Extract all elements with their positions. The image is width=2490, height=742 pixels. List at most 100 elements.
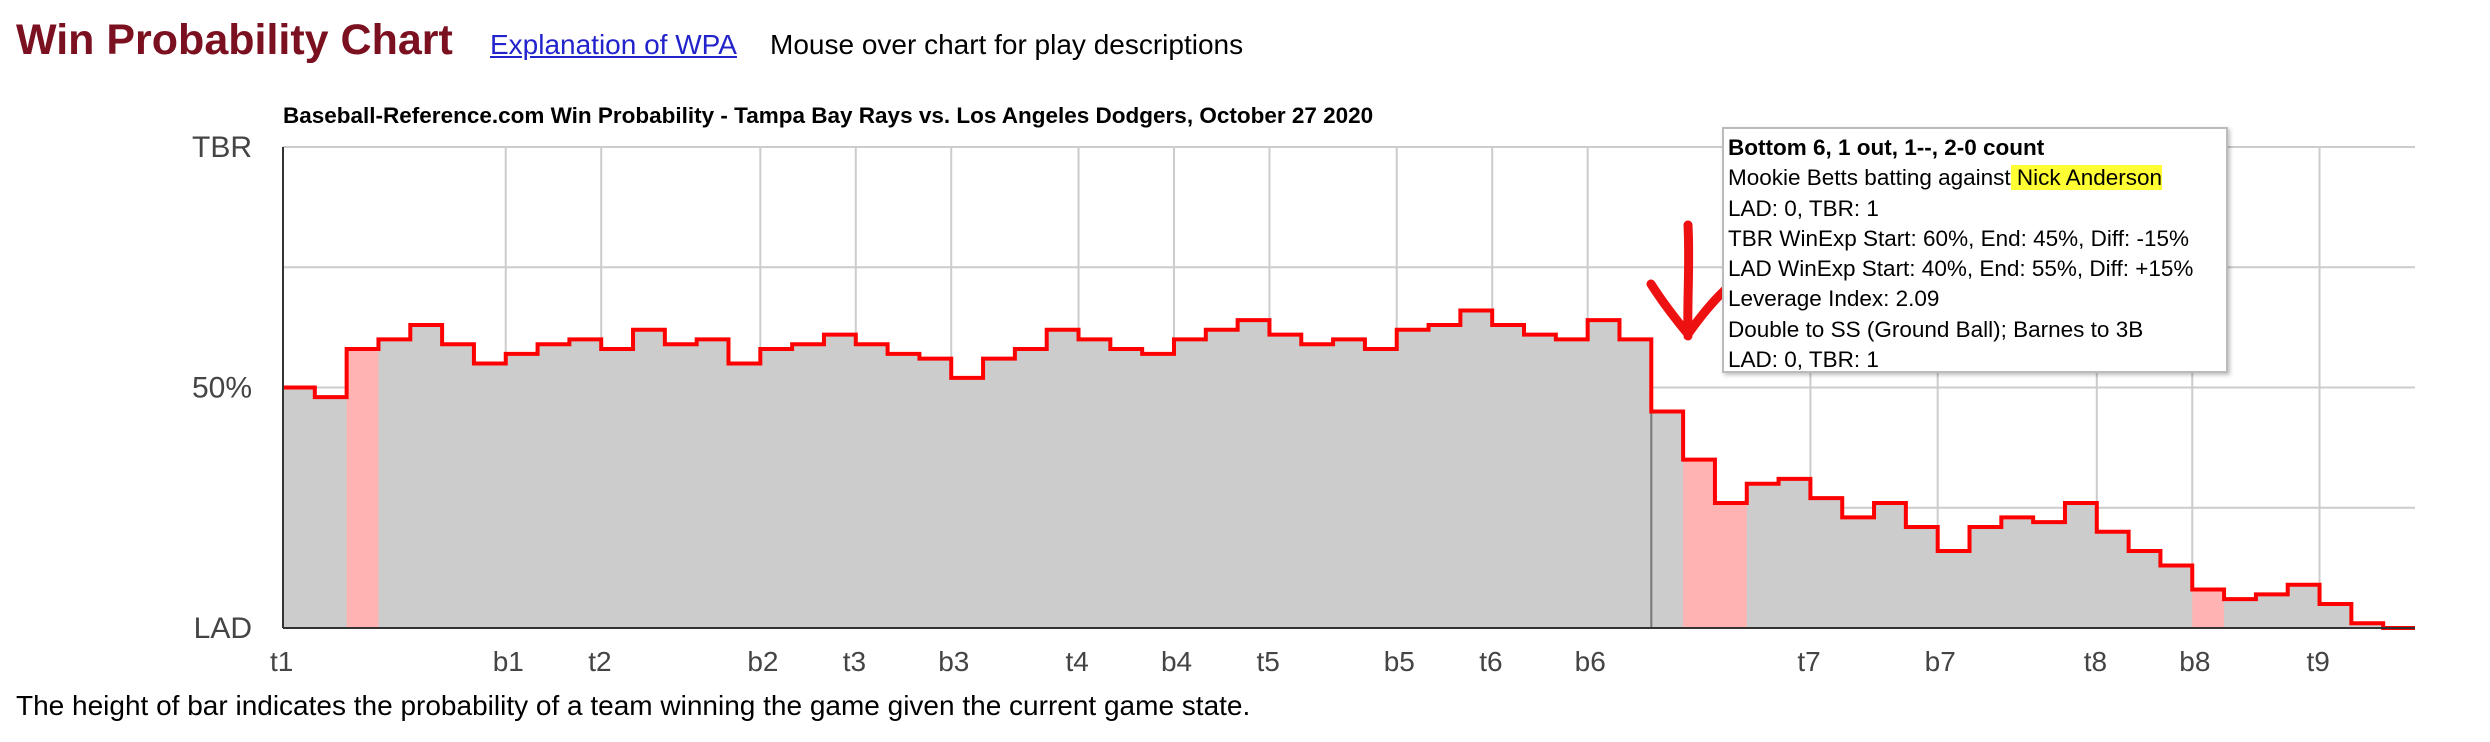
- probability-bar-45[interactable]: [1714, 502, 1748, 628]
- y-tick-label-1: 50%: [192, 372, 252, 405]
- page-title: Win Probability Chart: [16, 16, 453, 64]
- probability-bar-33[interactable]: [1333, 339, 1366, 628]
- probability-bar-18[interactable]: [855, 344, 889, 628]
- probability-bar-4[interactable]: [410, 324, 443, 628]
- probability-bar-27[interactable]: [1142, 353, 1175, 628]
- probability-bar-31[interactable]: [1269, 334, 1302, 628]
- probability-bar-26[interactable]: [1110, 349, 1143, 628]
- probability-bar-2[interactable]: [346, 349, 380, 628]
- tooltip-title: Bottom 6, 1 out, 1--, 2-0 count: [1728, 135, 2045, 160]
- probability-bar-17[interactable]: [823, 334, 857, 628]
- chart-title: Baseball-Reference.com Win Probability -…: [283, 103, 1373, 128]
- probability-bar-24[interactable]: [1046, 329, 1080, 628]
- probability-bar-62[interactable]: [2255, 594, 2289, 628]
- probability-bars[interactable]: [283, 310, 2384, 629]
- probability-bar-61[interactable]: [2224, 599, 2257, 628]
- tooltip-leverage: Leverage Index: 2.09: [1728, 286, 1940, 312]
- probability-bar-43[interactable]: [1651, 411, 1684, 628]
- probability-bar-20[interactable]: [919, 358, 952, 628]
- probability-bar-23[interactable]: [1014, 349, 1048, 628]
- probability-bar-10[interactable]: [601, 349, 634, 628]
- x-tick-label-b5: b5: [1384, 646, 1415, 677]
- probability-bar-7[interactable]: [505, 353, 539, 628]
- probability-bar-8[interactable]: [537, 344, 570, 628]
- probability-bar-34[interactable]: [1364, 349, 1398, 628]
- probability-bar-44[interactable]: [1683, 459, 1716, 628]
- probability-bar-64[interactable]: [2319, 603, 2352, 628]
- probability-bar-0[interactable]: [283, 387, 316, 629]
- tooltip-lad-winexp: LAD WinExp Start: 40%, End: 55%, Diff: +…: [1728, 256, 2194, 282]
- probability-bar-28[interactable]: [1173, 339, 1207, 628]
- x-tick-label-t1: t1: [270, 646, 293, 677]
- probability-bar-25[interactable]: [1078, 339, 1111, 628]
- probability-bar-37[interactable]: [1460, 310, 1493, 628]
- probability-bar-49[interactable]: [1842, 517, 1875, 628]
- tooltip-play: Double to SS (Ground Ball); Barnes to 3B: [1728, 316, 2144, 342]
- probability-bar-9[interactable]: [569, 339, 602, 628]
- probability-bar-1[interactable]: [314, 397, 348, 628]
- probability-bar-29[interactable]: [1205, 329, 1239, 628]
- win-probability-line: [283, 308, 2415, 630]
- probability-bar-12[interactable]: [664, 344, 698, 628]
- probability-bar-11[interactable]: [633, 329, 666, 628]
- probability-bar-54[interactable]: [2001, 517, 2034, 628]
- tooltip-pitcher-highlight: Nick Anderson: [2010, 165, 2162, 191]
- probability-bar-42[interactable]: [1619, 339, 1652, 628]
- x-axis-tick-labels: t1 b1 t2 b2 t3 b3 t4 b4 t5 b5 t6 b6 t7 b7 t8 b8 t9: [270, 646, 2330, 677]
- probability-bar-38[interactable]: [1492, 324, 1525, 628]
- probability-bar-53[interactable]: [1969, 526, 2002, 628]
- probability-bar-6[interactable]: [473, 363, 507, 628]
- tooltip-batter-text: Mookie Betts batting against: [1728, 165, 2011, 191]
- probability-bar-32[interactable]: [1301, 344, 1334, 628]
- x-tick-label-t7: t7: [1797, 646, 1820, 677]
- probability-bar-19[interactable]: [887, 353, 921, 628]
- probability-bar-35[interactable]: [1396, 329, 1430, 628]
- probability-bar-63[interactable]: [2287, 584, 2321, 628]
- probability-bar-13[interactable]: [696, 339, 730, 628]
- probability-bar-52[interactable]: [1937, 551, 1971, 628]
- probability-bar-15[interactable]: [760, 349, 793, 628]
- probability-bar-59[interactable]: [2160, 565, 2193, 628]
- probability-bar-60[interactable]: [2192, 589, 2225, 628]
- probability-bar-65[interactable]: [2351, 623, 2384, 628]
- x-tick-label-t6: t6: [1479, 646, 1502, 677]
- probability-bar-22[interactable]: [983, 358, 1016, 628]
- x-tick-label-t3: t3: [843, 646, 866, 677]
- probability-bar-57[interactable]: [2096, 531, 2130, 628]
- x-tick-label-t2: t2: [588, 646, 611, 677]
- probability-bar-21[interactable]: [951, 377, 984, 628]
- probability-bar-3[interactable]: [378, 339, 411, 628]
- probability-bar-46[interactable]: [1746, 483, 1780, 628]
- chart-hint: Mouse over chart for play descriptions: [770, 29, 1244, 60]
- probability-bar-16[interactable]: [792, 344, 825, 628]
- probability-bar-39[interactable]: [1524, 334, 1557, 628]
- explanation-of-wpa-link[interactable]: Explanation of WPA: [490, 29, 737, 60]
- chart-footnote: The height of bar indicates the probabil…: [16, 690, 1251, 721]
- annotation-arrow: [1646, 220, 1730, 341]
- probability-bar-56[interactable]: [2064, 502, 2098, 628]
- y-tick-label-2: LAD: [194, 612, 252, 645]
- x-tick-label-b6: b6: [1575, 646, 1606, 677]
- probability-bar-14[interactable]: [728, 363, 761, 628]
- probability-bar-48[interactable]: [1810, 498, 1843, 628]
- tooltip-score: LAD: 0, TBR: 1: [1728, 195, 1879, 221]
- x-tick-label-t9: t9: [2307, 646, 2330, 677]
- probability-bar-55[interactable]: [2033, 522, 2066, 628]
- x-tick-label-b1: b1: [493, 646, 524, 677]
- probability-bar-41[interactable]: [1587, 320, 1621, 628]
- x-tick-label-b4: b4: [1161, 646, 1192, 677]
- chart-axes: [282, 147, 2415, 629]
- play-tooltip: Bottom 6, 1 out, 1--, 2-0 count Mookie B…: [1722, 127, 2228, 373]
- x-tick-label-b2: b2: [747, 646, 778, 677]
- probability-bar-36[interactable]: [1428, 324, 1461, 628]
- probability-bar-51[interactable]: [1905, 526, 1939, 628]
- probability-bar-58[interactable]: [2128, 551, 2162, 628]
- probability-bar-30[interactable]: [1237, 320, 1271, 628]
- probability-bar-5[interactable]: [442, 344, 475, 628]
- probability-bar-50[interactable]: [1874, 502, 1907, 628]
- y-axis-tick-labels: TBR 50% LAD: [192, 131, 252, 645]
- probability-bar-47[interactable]: [1778, 478, 1812, 628]
- x-tick-label-b7: b7: [1925, 646, 1956, 677]
- probability-bar-40[interactable]: [1555, 339, 1589, 628]
